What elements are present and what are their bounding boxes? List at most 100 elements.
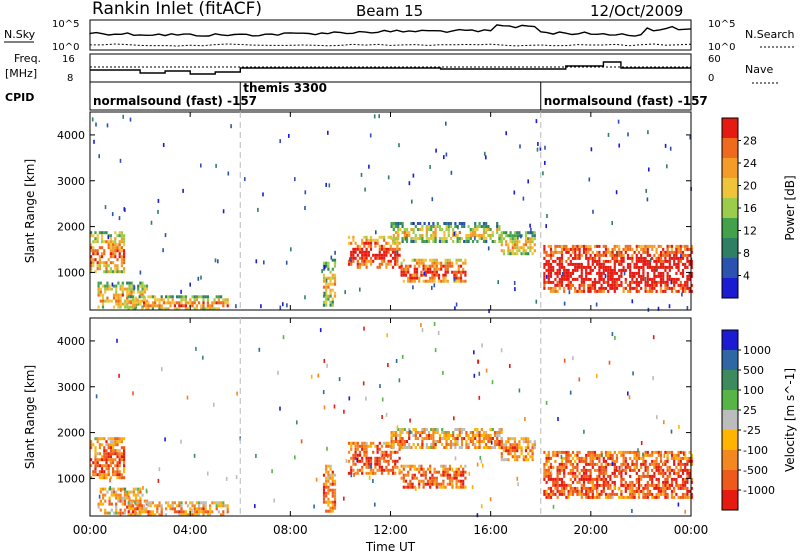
echo-cell [333, 294, 337, 298]
echo-cell [117, 296, 120, 300]
echo-cell [418, 479, 421, 483]
echo-cell [574, 489, 577, 493]
echo-cell [662, 271, 665, 275]
echo-cell [569, 259, 572, 263]
echo-cell [626, 265, 630, 269]
echo-cell [438, 240, 442, 243]
echo-cell [549, 474, 553, 478]
echo-cell [391, 465, 395, 469]
echo-cell [620, 495, 623, 499]
echo-cell [662, 265, 665, 269]
echo-cell [333, 258, 337, 262]
echo-cell [178, 501, 181, 505]
echo-cell [211, 301, 214, 305]
echo-cell [545, 262, 548, 266]
echo-cell [487, 446, 490, 449]
echo-cell [427, 434, 431, 437]
echo-cell [363, 259, 366, 263]
echo-cell [618, 247, 621, 251]
echo-cell [322, 276, 326, 280]
echo-cell [611, 332, 614, 337]
echo-cell [679, 256, 682, 260]
echo-cell [655, 250, 658, 254]
echo-cell [374, 241, 377, 245]
echo-cell [666, 483, 669, 487]
echo-cell [413, 273, 416, 277]
echo-cell [480, 237, 483, 240]
echo-cell [104, 511, 107, 515]
echo-cell [123, 258, 126, 262]
echo-cell [457, 470, 460, 474]
echo-cell [500, 458, 503, 462]
echo-cell [358, 450, 362, 454]
echo-cell [378, 114, 380, 119]
echo-cell [587, 492, 590, 496]
echo-cell [391, 241, 395, 245]
echo-cell [531, 240, 534, 244]
echo-cell [394, 250, 397, 254]
echo-cell [688, 459, 691, 463]
echo-cell [502, 252, 506, 256]
echo-cell [482, 446, 486, 449]
echo-cell [529, 440, 532, 444]
echo-cell [380, 468, 384, 472]
echo-cell [445, 225, 448, 228]
echo-cell [178, 513, 181, 517]
echo-cell [383, 456, 386, 460]
echo-cell [635, 259, 638, 263]
echo-cell [121, 290, 124, 294]
echo-cell [659, 265, 663, 269]
echo-cell [130, 499, 133, 503]
echo-cell [465, 440, 468, 443]
echo-cell [688, 471, 691, 475]
echo-cell [415, 487, 417, 491]
echo-cell [589, 268, 592, 272]
echo-cell [620, 462, 623, 466]
echo-cell [120, 437, 123, 441]
echo-cell [413, 267, 416, 271]
echo-cell [662, 247, 665, 251]
echo-cell [668, 286, 671, 290]
echo-cell [571, 271, 575, 275]
echo-cell [158, 504, 161, 508]
echo-cell [642, 486, 645, 490]
echo-cell [543, 271, 546, 275]
echo-cell [123, 252, 126, 256]
echo-cell [442, 479, 445, 483]
echo-cell [524, 231, 528, 235]
echo-cell [688, 474, 691, 478]
echo-cell [119, 287, 122, 291]
echo-cell [547, 474, 550, 478]
echo-cell [114, 231, 117, 235]
echo-cell [173, 304, 176, 308]
echo-cell [421, 446, 424, 449]
echo-cell [670, 468, 674, 472]
echo-cell [545, 250, 548, 254]
echo-cell [425, 443, 428, 446]
echo-cell [480, 428, 483, 431]
echo-cell [432, 237, 435, 240]
echo-cell [430, 434, 433, 437]
echo-cell [92, 261, 95, 265]
echo-cell [426, 482, 430, 486]
echo-cell [609, 486, 612, 490]
echo-cell [454, 456, 457, 461]
echo-cell [602, 253, 605, 257]
echo-cell [114, 458, 117, 462]
echo-cell [101, 467, 104, 471]
echo-cell [471, 231, 475, 234]
echo-cell [543, 471, 546, 475]
echo-cell [404, 464, 408, 468]
echo-cell [109, 486, 111, 490]
echo-cell [558, 465, 561, 469]
echo-cell [587, 250, 590, 254]
echo-cell [92, 443, 95, 447]
echo-cell [112, 440, 115, 444]
echo-cell [485, 368, 488, 373]
echo-cell [97, 287, 100, 291]
echo-cell [383, 259, 386, 263]
echo-cell [684, 280, 687, 284]
echo-cell [369, 244, 373, 248]
echo-cell [378, 441, 381, 445]
